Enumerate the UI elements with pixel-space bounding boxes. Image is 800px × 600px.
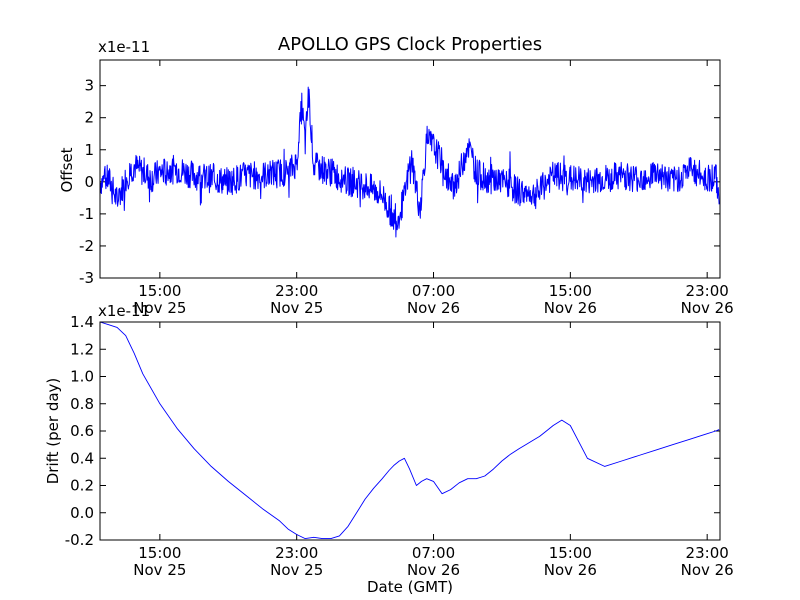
offset-multiplier-label: x1e-11 xyxy=(98,38,150,56)
offset-y-tick-label: -2 xyxy=(79,237,94,255)
drift-y-tick-label: 0.6 xyxy=(70,422,94,440)
drift-x-tick-time-label: 15:00 xyxy=(138,544,181,562)
drift-x-tick-time-label: 15:00 xyxy=(549,544,592,562)
offset-series-line xyxy=(99,86,720,238)
drift-y-tick-label: 0.0 xyxy=(70,504,94,522)
drift-multiplier-label: x1e-11 xyxy=(98,302,150,320)
offset-x-tick-day-label: Nov 26 xyxy=(407,299,460,317)
offset-axes-frame xyxy=(99,59,721,279)
offset-y-tick-label: 2 xyxy=(84,109,94,127)
offset-x-tick-time-label: 07:00 xyxy=(412,282,455,300)
drift-axes-frame xyxy=(99,321,721,541)
offset-x-tick-time-label: 23:00 xyxy=(686,282,729,300)
drift-x-tick-day-label: Nov 25 xyxy=(270,561,323,579)
offset-plot-area xyxy=(99,86,720,238)
offset-x-tick-day-label: Nov 25 xyxy=(133,299,186,317)
offset-y-tick-label: -1 xyxy=(79,205,94,223)
offset-y-tick-label: 1 xyxy=(84,141,94,159)
offset-y-tick-label: 3 xyxy=(84,77,94,95)
drift-x-tick-time-label: 23:00 xyxy=(686,544,729,562)
drift-x-tick-time-label: 23:00 xyxy=(275,544,318,562)
drift-x-tick-day-label: Nov 26 xyxy=(407,561,460,579)
drift-y-axis-title: Drift (per day) xyxy=(44,378,62,485)
drift-panel: x1e-11 Drift (per day) -0.2 0.0 0.2 0.4 0.6 0… xyxy=(44,302,734,596)
offset-x-tick-day-label: Nov 26 xyxy=(681,299,734,317)
drift-y-tick-label: 0.2 xyxy=(70,477,94,495)
drift-y-tick-label: -0.2 xyxy=(65,531,94,549)
drift-y-tick-label: 1.2 xyxy=(70,340,94,358)
offset-x-tick-time-label: 15:00 xyxy=(138,282,181,300)
drift-y-tick-label: 1.0 xyxy=(70,368,94,386)
drift-series-line xyxy=(99,321,720,540)
offset-x-tick-day-label: Nov 26 xyxy=(544,299,597,317)
offset-x-tick-day-label: Nov 25 xyxy=(270,299,323,317)
drift-x-tick-day-label: Nov 26 xyxy=(681,561,734,579)
offset-y-ticks: -3 -2 -1 0 1 2 3 xyxy=(79,77,720,287)
offset-x-tick-time-label: 15:00 xyxy=(549,282,592,300)
drift-x-tick-time-label: 07:00 xyxy=(412,544,455,562)
drift-y-ticks: -0.2 0.0 0.2 0.4 0.6 0.8 1.0 1.2 1.4 xyxy=(65,313,720,549)
offset-y-tick-label: 0 xyxy=(84,173,94,191)
offset-y-tick-label: -3 xyxy=(79,269,94,287)
offset-x-tick-time-label: 23:00 xyxy=(275,282,318,300)
drift-y-tick-label: 1.4 xyxy=(70,313,94,331)
drift-y-tick-label: 0.4 xyxy=(70,449,94,467)
chart-title: APOLLO GPS Clock Properties xyxy=(278,34,542,55)
x-axis-title: Date (GMT) xyxy=(367,578,453,596)
drift-plot-area xyxy=(99,321,720,540)
drift-x-tick-day-label: Nov 26 xyxy=(544,561,597,579)
offset-y-axis-title: Offset xyxy=(58,147,76,192)
drift-x-tick-day-label: Nov 25 xyxy=(133,561,186,579)
drift-y-tick-label: 0.8 xyxy=(70,395,94,413)
